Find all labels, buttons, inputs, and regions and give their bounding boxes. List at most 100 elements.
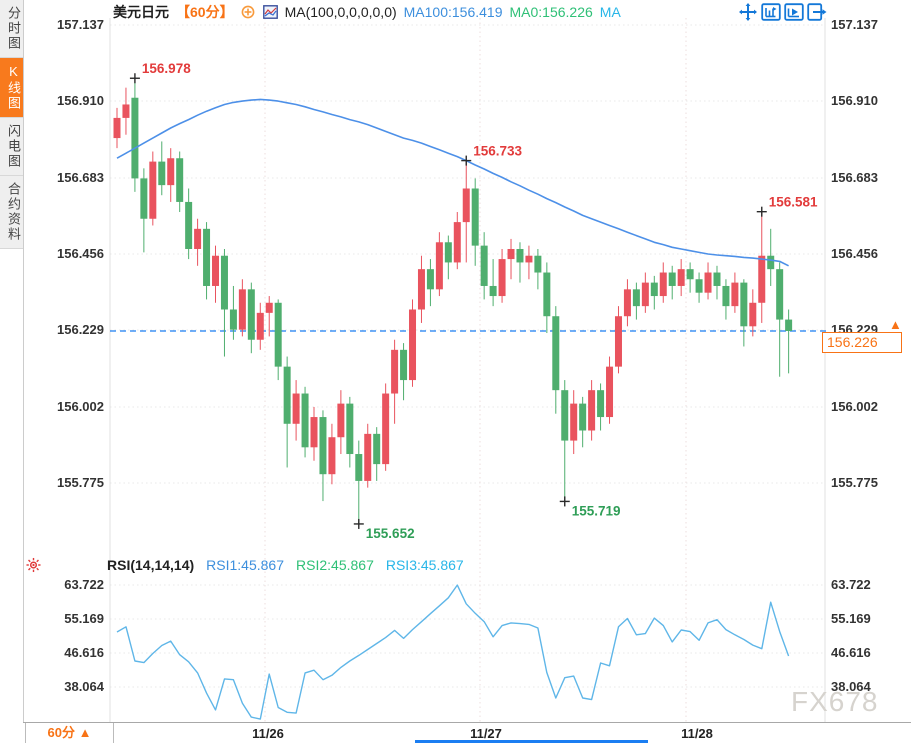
crosshair-icon[interactable] — [738, 3, 758, 21]
candle-body — [256, 312, 264, 340]
axis-tick-label: 156.002 — [57, 399, 104, 414]
zoom-bars-icon[interactable] — [761, 3, 781, 21]
time-axis-bar: 60分 ▲ 11/26 11/27 11/28 — [23, 722, 911, 743]
candle-body — [570, 403, 578, 441]
candle-body — [310, 417, 318, 448]
extreme-price-label: 156.733 — [473, 144, 522, 159]
candle-body — [507, 248, 515, 260]
candle-body — [337, 403, 345, 438]
candle-body — [453, 222, 461, 263]
scrollbar-thumb[interactable] — [415, 740, 648, 743]
axis-tick-label: 38.064 — [831, 679, 871, 694]
candle-body — [122, 104, 130, 118]
rsi3-value: RSI3:45.867 — [385, 557, 464, 573]
candle-body — [292, 393, 300, 424]
candle-body — [391, 349, 399, 394]
candle-body — [417, 269, 425, 310]
candle-body — [480, 245, 488, 286]
axis-tick-label: 38.064 — [64, 679, 104, 694]
candle-body — [409, 309, 417, 381]
ma-chart-icon[interactable] — [262, 5, 278, 20]
ma0-value: MA0:156.226 — [509, 4, 593, 20]
candle-body — [614, 316, 622, 367]
date-label: 11/27 — [470, 726, 502, 741]
chart-toolbar — [738, 3, 827, 21]
candle-body — [758, 255, 766, 303]
candle-body — [713, 272, 721, 286]
candle-body — [588, 390, 596, 431]
candle-body — [274, 302, 282, 367]
pop-out-icon[interactable] — [807, 3, 827, 21]
candle-body — [373, 433, 381, 465]
axis-tick-label: 156.229 — [57, 322, 104, 337]
symbol-name: 美元日元 — [113, 4, 169, 20]
price-up-arrow-icon: ▲ — [889, 317, 902, 332]
extreme-price-label: 156.581 — [769, 195, 818, 210]
extreme-price-label: 155.652 — [366, 526, 415, 541]
extreme-price-label: 156.978 — [142, 61, 191, 76]
candle-body — [767, 255, 775, 270]
rsi-settings-icon[interactable] — [26, 557, 41, 573]
current-price-tag: 156.226 — [822, 332, 902, 353]
candle-body — [659, 272, 667, 297]
axis-tick-label: 156.456 — [831, 246, 878, 261]
sidebar-item-contract-info[interactable]: 合约资料 — [0, 176, 23, 249]
candle-body — [238, 289, 246, 330]
candle-body — [516, 248, 524, 263]
axis-tick-label: 156.002 — [831, 399, 878, 414]
ma-formula: MA(100,0,0,0,0,0) — [284, 4, 397, 20]
sidebar-item-time-chart[interactable]: 分时图 — [0, 0, 23, 58]
axis-tick-label: 63.722 — [64, 577, 104, 592]
candle-body — [229, 309, 237, 330]
axis-tick-label: 156.683 — [57, 170, 104, 185]
sidebar-item-flash-chart[interactable]: 闪电图 — [0, 118, 23, 176]
candle-body — [776, 269, 784, 320]
rsi2-value: RSI2:45.867 — [296, 557, 374, 573]
candle-body — [158, 161, 166, 186]
candle-body — [283, 366, 291, 424]
candle-body — [355, 454, 363, 481]
candle-body — [525, 255, 533, 263]
period-tab[interactable]: 60分 ▲ — [25, 723, 114, 743]
candle-body — [785, 319, 793, 332]
candle-body — [686, 269, 694, 280]
candle-body — [534, 255, 542, 273]
candle-body — [668, 272, 676, 286]
candle-body — [382, 393, 390, 465]
candle-body — [140, 178, 148, 219]
candle-body — [328, 437, 336, 475]
period-badge: 【60分】 — [176, 4, 234, 20]
rsi-line — [116, 584, 790, 720]
axis-tick-label: 55.169 — [64, 611, 104, 626]
axis-tick-label: 156.910 — [831, 93, 878, 108]
candle-body — [167, 158, 175, 186]
candle-body — [113, 117, 121, 139]
candle-body — [346, 403, 354, 455]
axis-tick-label: 156.910 — [57, 93, 104, 108]
watermark: FX678 — [791, 686, 879, 717]
candle-body — [498, 259, 506, 297]
collapse-circle-icon[interactable] — [241, 5, 256, 20]
date-label: 11/26 — [252, 726, 284, 741]
extreme-price-label: 155.719 — [572, 503, 621, 518]
candle-body — [489, 285, 497, 297]
axis-tick-label: 46.616 — [831, 645, 871, 660]
candle-body — [606, 366, 614, 418]
axis-tick-label: 155.775 — [831, 475, 878, 490]
play-chart-icon[interactable] — [784, 3, 804, 21]
candle-body — [650, 282, 658, 297]
candle-body — [247, 289, 255, 340]
candle-body — [220, 255, 228, 310]
candle-body — [426, 269, 434, 290]
candle-body — [552, 316, 560, 391]
axis-tick-label: 156.683 — [831, 170, 878, 185]
candle-body — [632, 289, 640, 307]
candle-body — [579, 403, 587, 431]
ma-extra: MA — [599, 4, 621, 20]
candle-body — [131, 97, 139, 179]
ma100-value: MA100:156.419 — [403, 4, 503, 20]
sidebar-item-kline-chart[interactable]: K线图 — [0, 58, 23, 118]
sidebar: 分时图 K线图 闪电图 合约资料 — [0, 0, 24, 743]
